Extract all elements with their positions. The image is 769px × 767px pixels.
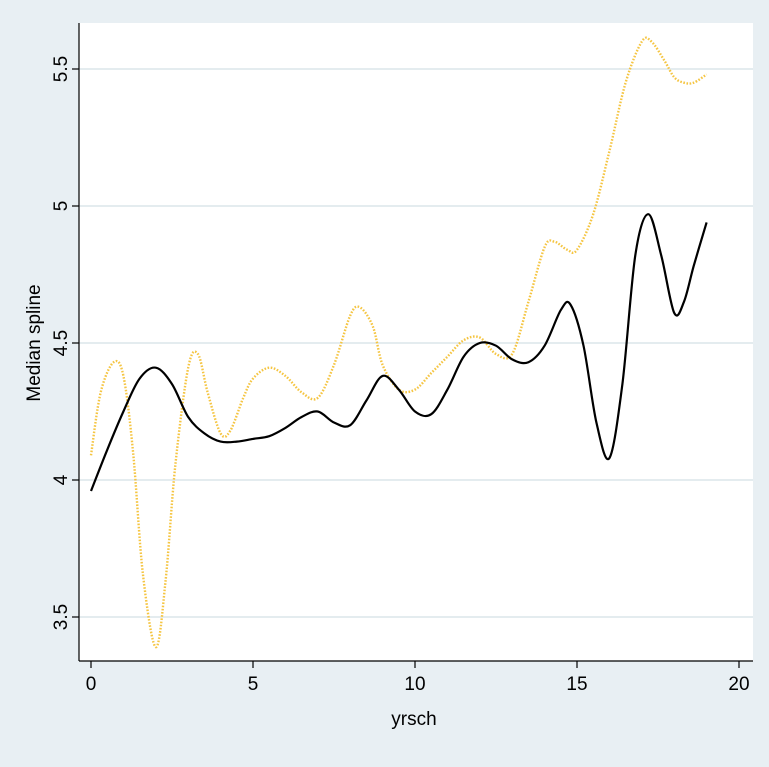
x-tick-label-3: 15 (566, 674, 587, 695)
x-axis-ticks: 0 5 10 15 20 (86, 661, 750, 695)
series-line-dotted (89, 36, 708, 649)
x-tick-label-4: 20 (728, 674, 749, 695)
y-tick-label-4: 5.5 (51, 56, 72, 82)
y-tick-label-1: 4 (51, 474, 72, 485)
y-tick-label-3: 5 (51, 201, 72, 212)
gridlines (79, 68, 753, 618)
y-axis-title: Median spline (24, 284, 45, 401)
x-tick-label-1: 5 (248, 674, 259, 695)
y-axis-ticks: 3.5 4 4.5 5 5.5 (51, 56, 79, 630)
x-tick-label-0: 0 (86, 674, 97, 695)
x-axis-title: yrsch (391, 709, 436, 730)
x-tick-label-2: 10 (404, 674, 425, 695)
y-tick-label-2: 4.5 (51, 330, 72, 356)
series-group (89, 36, 708, 649)
y-tick-label-0: 3.5 (51, 604, 72, 630)
series-line-solid (89, 213, 708, 492)
